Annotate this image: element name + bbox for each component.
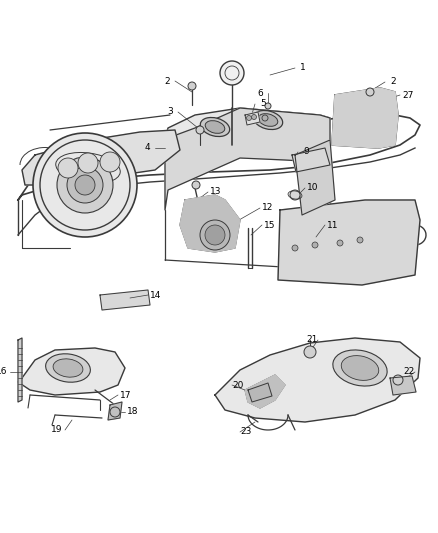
- Circle shape: [265, 103, 271, 109]
- Circle shape: [292, 245, 298, 251]
- Text: 9: 9: [303, 148, 309, 157]
- Text: 12: 12: [262, 204, 274, 213]
- Text: 13: 13: [210, 188, 222, 197]
- Circle shape: [312, 242, 318, 248]
- Polygon shape: [390, 376, 416, 395]
- Polygon shape: [100, 290, 150, 310]
- Text: 10: 10: [307, 183, 319, 192]
- Ellipse shape: [341, 356, 379, 381]
- Polygon shape: [292, 148, 330, 172]
- Text: 4: 4: [144, 143, 150, 152]
- Text: 3: 3: [167, 108, 173, 117]
- Text: 20: 20: [232, 381, 244, 390]
- Text: 11: 11: [327, 221, 339, 230]
- Circle shape: [192, 181, 200, 189]
- Circle shape: [78, 153, 98, 173]
- Ellipse shape: [200, 117, 230, 136]
- Circle shape: [110, 407, 120, 417]
- Circle shape: [200, 220, 230, 250]
- Circle shape: [251, 115, 257, 119]
- Text: 14: 14: [150, 290, 162, 300]
- Text: 1: 1: [300, 63, 306, 72]
- Polygon shape: [245, 375, 285, 408]
- Circle shape: [75, 175, 95, 195]
- Text: 6: 6: [257, 88, 263, 98]
- Text: 5: 5: [260, 100, 266, 109]
- Polygon shape: [108, 402, 122, 420]
- Polygon shape: [180, 195, 240, 252]
- Circle shape: [67, 167, 103, 203]
- Circle shape: [33, 133, 137, 237]
- Ellipse shape: [53, 359, 83, 377]
- Text: 27: 27: [403, 91, 413, 100]
- Circle shape: [196, 126, 204, 134]
- Text: 2: 2: [164, 77, 170, 85]
- Polygon shape: [18, 338, 22, 402]
- Text: 19: 19: [51, 425, 63, 434]
- Circle shape: [188, 82, 196, 90]
- Circle shape: [337, 240, 343, 246]
- Circle shape: [57, 157, 113, 213]
- Circle shape: [220, 61, 244, 85]
- Text: 15: 15: [264, 221, 276, 230]
- Circle shape: [366, 88, 374, 96]
- Circle shape: [247, 116, 251, 120]
- Text: 22: 22: [403, 367, 415, 376]
- Ellipse shape: [333, 350, 387, 386]
- Circle shape: [393, 375, 403, 385]
- Polygon shape: [332, 88, 398, 148]
- Polygon shape: [248, 383, 272, 402]
- Text: 18: 18: [127, 408, 139, 416]
- Polygon shape: [215, 338, 420, 422]
- Ellipse shape: [46, 354, 90, 382]
- Polygon shape: [295, 140, 335, 215]
- Polygon shape: [22, 130, 180, 185]
- Polygon shape: [165, 108, 330, 155]
- Text: 23: 23: [240, 427, 252, 437]
- Polygon shape: [278, 200, 420, 285]
- Circle shape: [58, 158, 78, 178]
- Text: 16: 16: [0, 367, 8, 376]
- Polygon shape: [245, 112, 260, 125]
- Circle shape: [290, 190, 300, 200]
- Circle shape: [357, 237, 363, 243]
- Circle shape: [205, 225, 225, 245]
- Ellipse shape: [205, 120, 225, 133]
- Ellipse shape: [253, 110, 283, 130]
- Circle shape: [100, 152, 120, 172]
- Text: 21: 21: [306, 335, 318, 344]
- Text: 17: 17: [120, 391, 132, 400]
- Polygon shape: [165, 108, 330, 210]
- Text: 7: 7: [251, 117, 257, 126]
- Ellipse shape: [258, 114, 278, 126]
- Polygon shape: [18, 348, 125, 395]
- Circle shape: [304, 346, 316, 358]
- Text: 2: 2: [390, 77, 396, 86]
